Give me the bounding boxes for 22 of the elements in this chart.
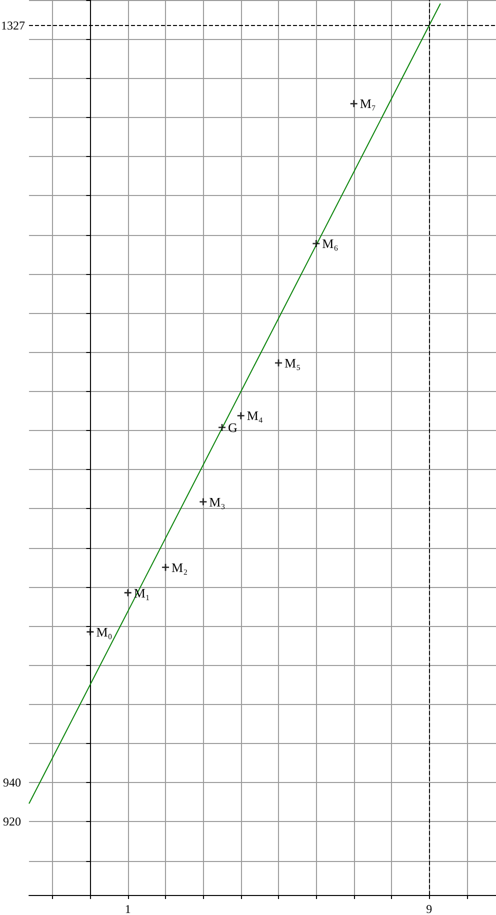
- point: [86, 628, 94, 636]
- y-tick-label: 940: [3, 776, 21, 790]
- point: [237, 412, 244, 420]
- x-tick-label: 1: [124, 902, 131, 915]
- annotation: M₅: [284, 355, 301, 370]
- annotation: G: [228, 420, 238, 435]
- point: [312, 240, 320, 248]
- x-tick-label: 9: [426, 902, 432, 915]
- annotation: M₄: [246, 408, 264, 424]
- annotation: M₇: [360, 96, 376, 112]
- y-tick-label: 920: [3, 814, 21, 829]
- point: [218, 424, 226, 431]
- point: [124, 589, 132, 596]
- point: [162, 564, 170, 571]
- ref-line-label: 1327: [1, 18, 25, 32]
- point: [200, 498, 207, 506]
- point: [350, 100, 358, 108]
- annotation: M₂: [172, 560, 188, 575]
- annotation: M₀: [96, 624, 112, 640]
- annotation: M₆: [322, 236, 338, 252]
- annotation: M₃: [209, 494, 226, 510]
- point: [275, 359, 282, 366]
